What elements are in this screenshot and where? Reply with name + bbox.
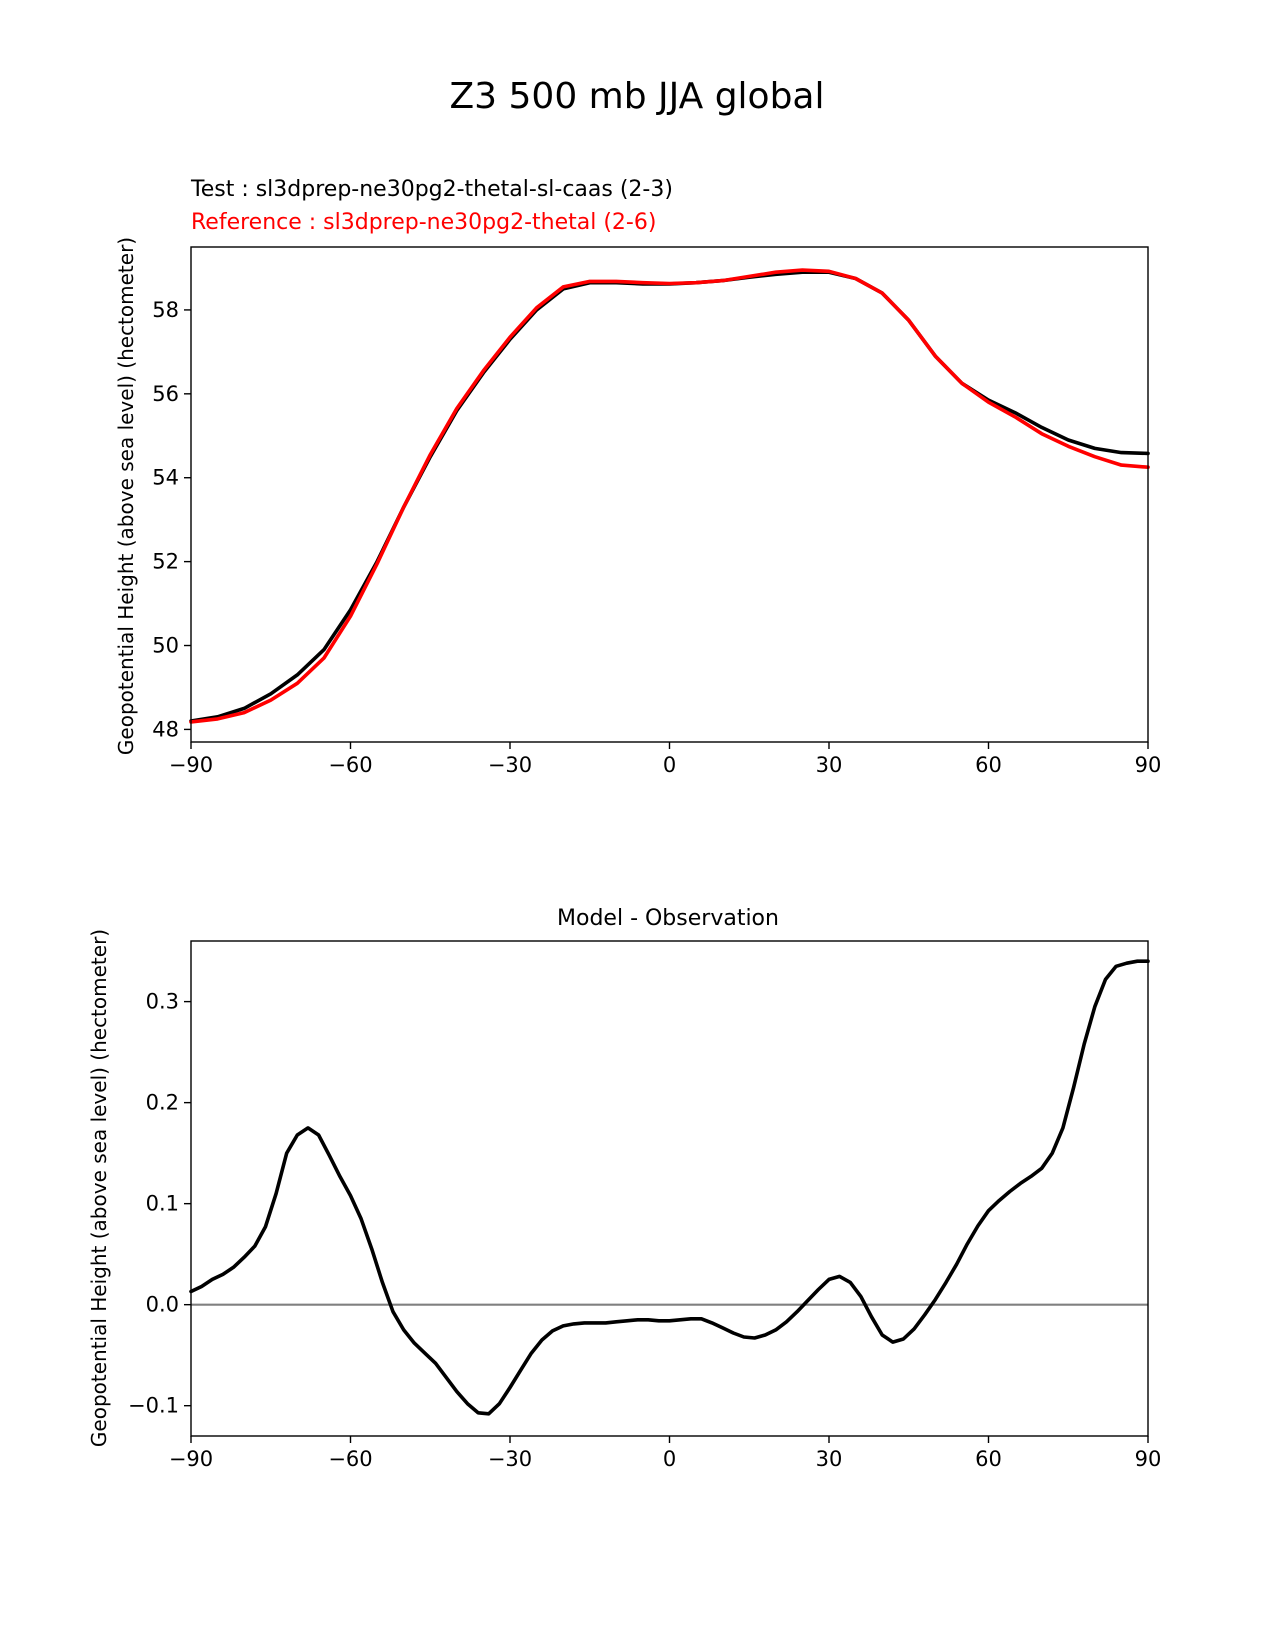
x-tick-label: 90 xyxy=(1135,1447,1162,1471)
y-tick-label: 0.2 xyxy=(146,1091,179,1115)
bottom-axes: −90 −60 −30 0 30 60 90 −0.1 0.0 0.1 0.2 0.3 xyxy=(128,940,1162,1471)
bottom-panel: Model - Observation −90 −60 −30 0 30 60 90 −0.1… xyxy=(87,906,1161,1471)
y-tick-label: 58 xyxy=(152,298,179,322)
y-tick-label: 50 xyxy=(152,634,179,658)
x-tick-label: −60 xyxy=(328,753,372,777)
bottom-series-group xyxy=(189,959,1150,1416)
x-tick-label: −90 xyxy=(169,753,213,777)
x-tick-label: 0 xyxy=(663,753,676,777)
y-tick-label: 54 xyxy=(152,466,179,490)
bottom-panel-title: Model - Observation xyxy=(557,906,779,931)
y-tick-label: 0.1 xyxy=(146,1192,179,1216)
series-line-0-1 xyxy=(189,268,1150,724)
top-y-axis-label: Geopotential Height (above sea level) (h… xyxy=(114,237,138,755)
series-line-0-0 xyxy=(189,270,1150,723)
plot-frame xyxy=(190,246,1149,743)
y-tick-label: 0.0 xyxy=(146,1293,179,1317)
x-tick-label: −90 xyxy=(169,1447,213,1471)
x-tick-label: −60 xyxy=(328,1447,372,1471)
x-tick-label: 60 xyxy=(975,1447,1002,1471)
bottom-y-axis-label: Geopotential Height (above sea level) (h… xyxy=(87,929,111,1447)
y-tick-label: 52 xyxy=(152,550,179,574)
x-tick-label: 90 xyxy=(1135,753,1162,777)
x-tick-label: 30 xyxy=(816,1447,843,1471)
x-tick-label: −30 xyxy=(488,753,532,777)
figure-title: Z3 500 mb JJA global xyxy=(450,76,825,117)
legend-reference-label: Reference : sl3dprep-ne30pg2-thetal (2-6… xyxy=(191,210,656,235)
top-series-group xyxy=(189,268,1150,724)
y-tick-label: 48 xyxy=(152,717,179,741)
top-axes: −90 −60 −30 0 30 60 90 48 50 52 54 56 58 xyxy=(152,246,1162,777)
series-line-1-0 xyxy=(189,959,1150,1416)
top-panel: Test : sl3dprep-ne30pg2-thetal-sl-caas (… xyxy=(114,177,1161,777)
x-tick-label: 0 xyxy=(663,1447,676,1471)
x-tick-label: 30 xyxy=(816,753,843,777)
x-tick-label: −30 xyxy=(488,1447,532,1471)
y-tick-label: 56 xyxy=(152,382,179,406)
y-tick-label: 0.3 xyxy=(146,990,179,1014)
legend-test-label: Test : sl3dprep-ne30pg2-thetal-sl-caas (… xyxy=(190,177,673,202)
x-tick-label: 60 xyxy=(975,753,1002,777)
plot-frame xyxy=(190,940,1149,1437)
y-tick-label: −0.1 xyxy=(128,1394,179,1418)
